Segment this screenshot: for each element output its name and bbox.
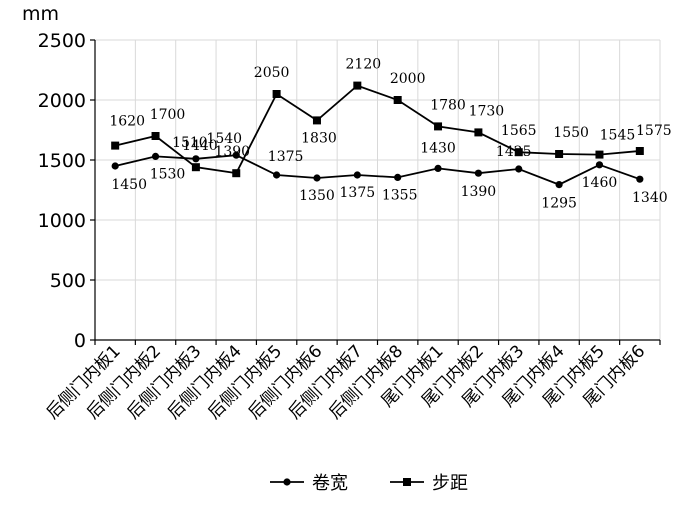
y-tick-label: 1500 xyxy=(38,150,86,172)
data-point-circle xyxy=(283,478,291,486)
data-point-square xyxy=(514,148,523,157)
data-label: 2050 xyxy=(254,65,290,81)
data-label: 1780 xyxy=(430,97,466,113)
series-step-distance xyxy=(111,81,644,178)
data-label: 1425 xyxy=(496,144,532,160)
data-label: 1460 xyxy=(582,175,618,191)
series-roll-width xyxy=(111,151,644,189)
data-label: 1700 xyxy=(150,107,186,123)
data-point-square xyxy=(474,128,483,137)
data-point-square xyxy=(312,116,321,125)
data-point-circle xyxy=(313,174,321,182)
data-point-square xyxy=(232,169,241,178)
data-point-circle xyxy=(232,151,240,159)
data-point-square xyxy=(555,150,564,158)
data-label: 1545 xyxy=(600,128,636,144)
x-axis-ticks: 后侧门内板1后侧门内板2后侧门内板3后侧门内板4后侧门内板5后侧门内板6后侧门内… xyxy=(43,340,661,423)
data-point-square xyxy=(595,150,604,159)
data-label: 1390 xyxy=(214,144,250,160)
data-point-square xyxy=(393,96,402,104)
y-tick-label: 2500 xyxy=(38,30,86,52)
data-point-square xyxy=(191,163,200,172)
data-point-square xyxy=(353,81,362,90)
data-label: 1730 xyxy=(469,103,505,119)
data-point-circle xyxy=(273,171,281,179)
data-point-square xyxy=(111,141,120,150)
y-tick-label: 1000 xyxy=(38,210,86,232)
data-label: 1620 xyxy=(109,114,145,130)
data-label: 1540 xyxy=(206,131,242,147)
data-point-circle xyxy=(192,155,200,163)
data-label: 1510 xyxy=(172,135,208,151)
y-tick-label: 2000 xyxy=(38,90,86,112)
data-label: 2000 xyxy=(390,71,426,87)
data-point-circle xyxy=(151,152,160,160)
y-tick-label: 500 xyxy=(50,270,86,292)
data-label: 1375 xyxy=(340,185,376,201)
data-point-square xyxy=(403,478,411,486)
data-point-circle xyxy=(595,161,604,169)
data-point-square xyxy=(151,132,160,140)
data-point-circle xyxy=(555,181,563,189)
data-label: 1355 xyxy=(382,187,418,203)
data-label: 1530 xyxy=(150,166,186,182)
data-label: 1390 xyxy=(461,184,497,200)
data-label: 1575 xyxy=(636,123,672,139)
data-point-circle xyxy=(111,162,119,170)
data-label: 1450 xyxy=(111,177,147,193)
series-line xyxy=(114,154,641,186)
data-point-circle xyxy=(515,165,523,173)
data-point-circle xyxy=(394,173,402,181)
data-label: 1830 xyxy=(301,130,337,146)
data-point-square xyxy=(635,147,644,155)
data-point-square xyxy=(434,122,443,131)
data-label: 1440 xyxy=(182,138,218,154)
data-label: 1350 xyxy=(299,188,335,204)
data-point-circle xyxy=(474,169,482,177)
data-point-square xyxy=(272,90,281,98)
data-label: 1295 xyxy=(541,196,577,212)
data-point-circle xyxy=(353,171,361,179)
data-label: 1550 xyxy=(553,125,589,141)
legend-label: 步距 xyxy=(432,473,468,494)
data-point-circle xyxy=(636,175,644,183)
data-label: 1430 xyxy=(420,140,456,156)
data-label: 2120 xyxy=(346,57,382,73)
data-point-circle xyxy=(434,164,442,172)
data-label: 1565 xyxy=(501,123,537,139)
gridlines xyxy=(95,39,661,340)
data-label: 1375 xyxy=(268,149,304,165)
legend: 卷宽 步距 xyxy=(270,473,468,494)
series-line xyxy=(114,84,640,175)
y-axis-ticks: 0 500 1000 1500 2000 2500 xyxy=(38,30,95,352)
series-group xyxy=(111,81,644,189)
legend-label: 卷宽 xyxy=(312,473,348,494)
y-unit-label: mm xyxy=(22,3,59,25)
data-label: 1340 xyxy=(632,190,668,206)
y-tick-label: 0 xyxy=(74,330,86,352)
